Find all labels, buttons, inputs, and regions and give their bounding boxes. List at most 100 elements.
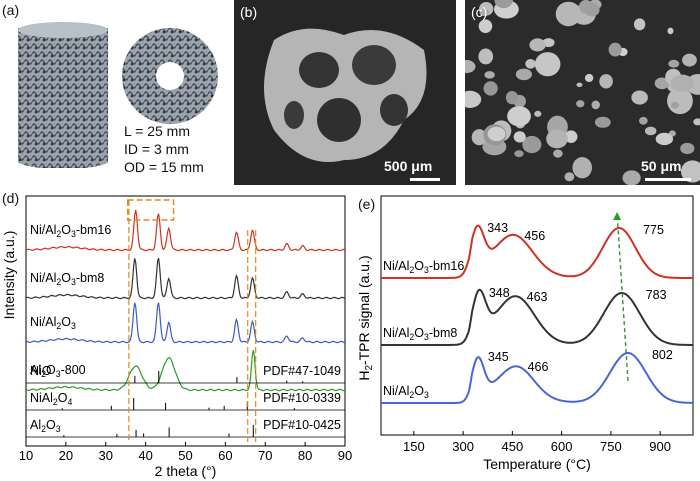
monolith-specs: L = 25 mm ID = 3 mm OD = 15 mm bbox=[124, 122, 204, 176]
xrd-chart: 10 20 30 40 50 60 70 80 90 2 theta (°) Intensity (… bbox=[1, 195, 352, 479]
x-tick-label: 450 bbox=[502, 439, 524, 454]
particle bbox=[505, 90, 519, 105]
x-tick-label: 150 bbox=[403, 439, 425, 454]
y-axis-label: H2-TPR signal (a.u.) bbox=[356, 255, 375, 380]
particle bbox=[525, 59, 536, 69]
particle bbox=[599, 74, 613, 89]
particle bbox=[622, 170, 641, 185]
series-label: Ni/Al2O3 bbox=[30, 315, 76, 331]
xrd-series-line bbox=[25, 349, 346, 392]
plot-frame bbox=[380, 195, 694, 436]
reference-pdf: PDF#10-0425 bbox=[263, 418, 341, 432]
reference-pdf: PDF#10-0339 bbox=[263, 391, 341, 405]
particle bbox=[479, 9, 490, 17]
spec-length: L = 25 mm bbox=[124, 123, 191, 139]
particle bbox=[471, 129, 487, 146]
panel-c-label: (c) bbox=[471, 4, 488, 20]
series-label: Ni/Al2O3-bm16 bbox=[383, 259, 464, 275]
peak-label: 783 bbox=[646, 288, 667, 302]
particle bbox=[572, 157, 593, 179]
particle bbox=[546, 129, 568, 149]
monolith-side-view bbox=[18, 22, 108, 168]
particle bbox=[487, 126, 506, 142]
series-label: Al2O3-800 bbox=[30, 363, 86, 379]
scale-label-c: 50 μm bbox=[641, 158, 682, 174]
particle bbox=[576, 82, 583, 88]
x-tick-label: 900 bbox=[649, 439, 671, 454]
particle bbox=[633, 18, 646, 31]
particle bbox=[553, 149, 563, 158]
particle bbox=[591, 100, 600, 110]
particle bbox=[483, 81, 498, 96]
panel-e-label: (e) bbox=[358, 196, 376, 212]
series-label: Ni/Al2O3-bm8 bbox=[383, 326, 457, 342]
x-tick-label: 90 bbox=[338, 448, 352, 463]
particle bbox=[576, 100, 585, 108]
x-tick-label: 10 bbox=[19, 448, 33, 463]
x-tick-label: 60 bbox=[218, 448, 232, 463]
x-tick-label: 50 bbox=[178, 448, 192, 463]
reference-name: Al2O3 bbox=[30, 418, 61, 434]
particle-field bbox=[465, 0, 700, 185]
particle bbox=[671, 101, 679, 109]
reference-pdf: PDF#47-1049 bbox=[263, 364, 341, 378]
panel-d-label: (d) bbox=[2, 190, 20, 206]
particle bbox=[680, 160, 700, 183]
particle bbox=[484, 71, 495, 79]
series-label: Ni/Al2O3-bm8 bbox=[30, 271, 104, 287]
peak-label: 345 bbox=[488, 350, 509, 364]
panel-b-label: (b) bbox=[240, 4, 258, 20]
particle bbox=[522, 135, 542, 154]
x-tick-label: 750 bbox=[600, 439, 622, 454]
particle bbox=[680, 142, 695, 155]
particle bbox=[465, 90, 482, 108]
scale-label-b: 500 μm bbox=[384, 158, 433, 174]
particle bbox=[555, 1, 582, 27]
particle bbox=[513, 131, 526, 143]
monolith-top-view bbox=[122, 28, 218, 124]
monolith-illustration bbox=[18, 22, 218, 168]
tpr-chart: 150 300 450 600 750 900 Temperature (°C) H2-TPR… bbox=[356, 195, 694, 472]
particle bbox=[631, 90, 648, 105]
particle bbox=[494, 0, 513, 9]
trend-arrowhead bbox=[613, 212, 622, 220]
particle bbox=[584, 2, 600, 17]
particle bbox=[655, 132, 674, 146]
x-tick-label: 30 bbox=[99, 448, 113, 463]
peak-highlight-box bbox=[126, 199, 175, 221]
particle bbox=[608, 42, 622, 57]
peak-label: 802 bbox=[652, 348, 673, 362]
y-axis-label: Intensity (a.u.) bbox=[1, 231, 17, 320]
particle bbox=[667, 27, 674, 35]
x-tick-label: 40 bbox=[138, 448, 152, 463]
foam-structure bbox=[234, 0, 456, 185]
particle bbox=[682, 53, 697, 67]
particle bbox=[478, 48, 494, 65]
particle bbox=[515, 68, 532, 81]
particle bbox=[644, 126, 657, 136]
particle bbox=[670, 74, 694, 92]
particle bbox=[564, 130, 578, 143]
particle bbox=[534, 52, 561, 77]
particle bbox=[668, 59, 680, 68]
series-label: Ni/Al2O3 bbox=[383, 384, 429, 400]
x-axis-label: Temperature (°C) bbox=[483, 456, 591, 472]
peak-label: 466 bbox=[528, 360, 549, 374]
peak-label: 456 bbox=[524, 229, 545, 243]
tpr-series-line bbox=[381, 352, 693, 404]
sem-image-foam: (b) 500 μm bbox=[234, 0, 456, 185]
series-label: Ni/Al2O3-bm16 bbox=[30, 223, 111, 239]
scale-bar-c bbox=[645, 178, 691, 181]
xrd-series-line bbox=[25, 302, 346, 344]
reference-name: NiAl2O4 bbox=[30, 391, 73, 407]
sem-image-particles: (c) 50 μm bbox=[465, 0, 700, 185]
panel-a-label: (a) bbox=[2, 2, 20, 18]
particle bbox=[638, 116, 648, 125]
particle bbox=[514, 150, 524, 158]
tpr-series-line bbox=[381, 288, 693, 346]
reference-name: NiO bbox=[30, 364, 52, 378]
x-tick-label: 70 bbox=[258, 448, 272, 463]
particle bbox=[654, 77, 670, 90]
x-tick-label: 600 bbox=[551, 439, 573, 454]
x-tick-label: 300 bbox=[452, 439, 474, 454]
